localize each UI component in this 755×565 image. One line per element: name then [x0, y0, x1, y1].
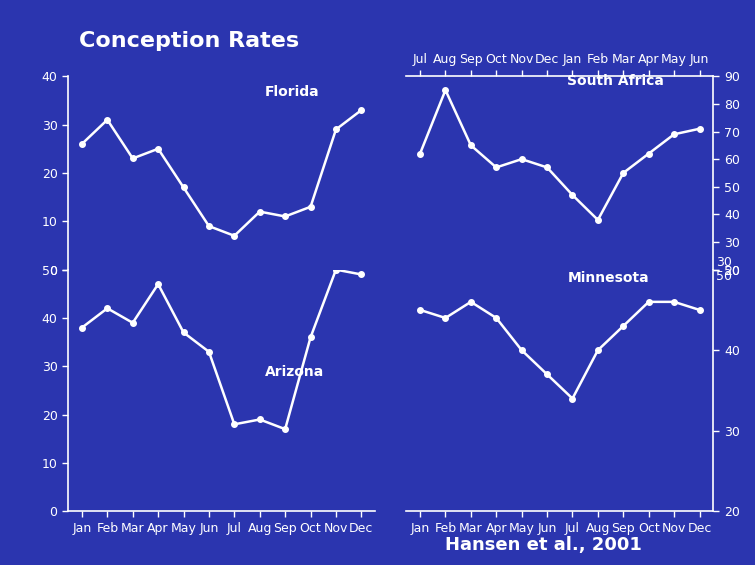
Text: Hansen et al., 2001: Hansen et al., 2001	[445, 536, 642, 554]
Text: Minnesota: Minnesota	[568, 271, 649, 285]
Text: Florida: Florida	[265, 85, 319, 99]
Text: South Africa: South Africa	[568, 73, 664, 88]
Text: 50: 50	[716, 270, 732, 283]
Text: Arizona: Arizona	[265, 365, 324, 379]
Text: Conception Rates: Conception Rates	[79, 31, 299, 51]
Text: 30: 30	[716, 257, 732, 270]
